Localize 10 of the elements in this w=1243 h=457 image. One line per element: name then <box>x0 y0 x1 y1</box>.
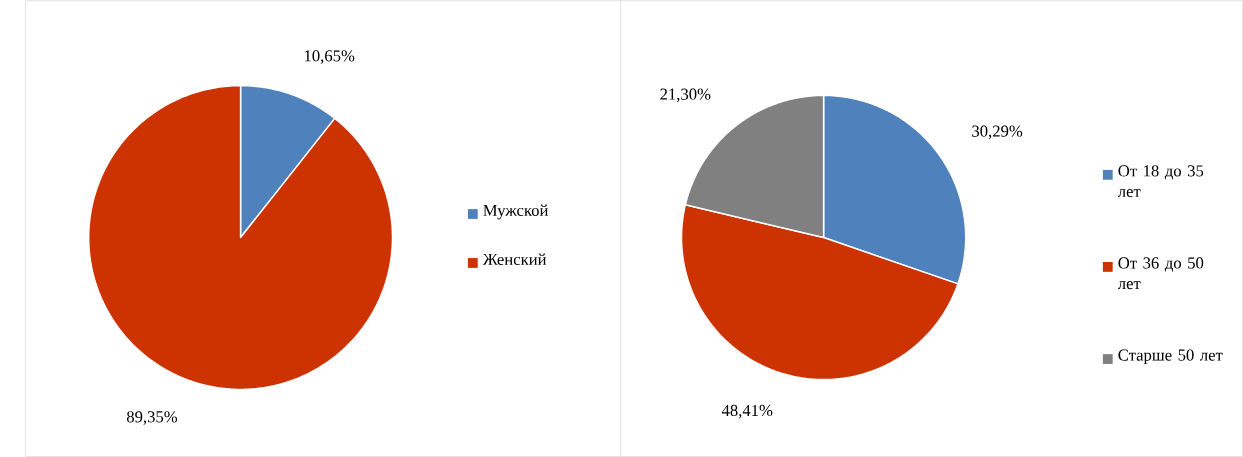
data-label: 21,30% <box>660 88 711 102</box>
data-label: 89,35% <box>126 410 178 425</box>
data-label: 48,41% <box>721 404 773 419</box>
legend-label: Старше 50 лет <box>1118 349 1223 364</box>
legend-label: От 36 до 50 лет <box>1117 257 1204 289</box>
legend-label: От 18 до 35 лет <box>1117 165 1204 197</box>
data-label: 10,65% <box>304 50 355 64</box>
data-label: 30,29% <box>972 125 1023 139</box>
legend-label: Мужской <box>483 204 549 220</box>
legend-label: Женский <box>482 253 547 265</box>
